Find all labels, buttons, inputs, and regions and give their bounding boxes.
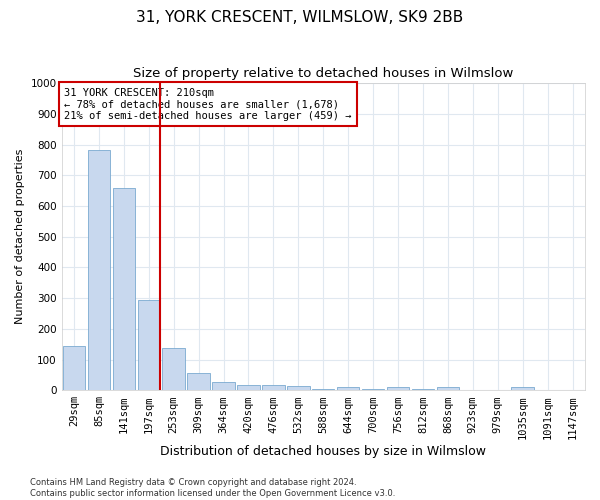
Bar [113,188,135,390]
Bar [137,300,160,390]
Bar [412,389,434,390]
Text: 31, YORK CRESCENT, WILMSLOW, SK9 2BB: 31, YORK CRESCENT, WILMSLOW, SK9 2BB [136,10,464,25]
Bar [287,386,310,390]
Text: 31 YORK CRESCENT: 210sqm
← 78% of detached houses are smaller (1,678)
21% of sem: 31 YORK CRESCENT: 210sqm ← 78% of detach… [64,88,352,121]
Y-axis label: Number of detached properties: Number of detached properties [15,149,25,324]
Bar [437,388,459,390]
Bar [187,374,210,390]
Title: Size of property relative to detached houses in Wilmslow: Size of property relative to detached ho… [133,68,514,80]
Bar [387,388,409,390]
Bar [362,389,385,390]
Bar [237,385,260,390]
Bar [88,150,110,390]
X-axis label: Distribution of detached houses by size in Wilmslow: Distribution of detached houses by size … [160,444,486,458]
Bar [163,348,185,391]
Bar [312,389,334,390]
Bar [212,382,235,390]
Text: Contains HM Land Registry data © Crown copyright and database right 2024.
Contai: Contains HM Land Registry data © Crown c… [30,478,395,498]
Bar [337,388,359,390]
Bar [511,388,534,390]
Bar [262,385,284,390]
Bar [63,346,85,391]
